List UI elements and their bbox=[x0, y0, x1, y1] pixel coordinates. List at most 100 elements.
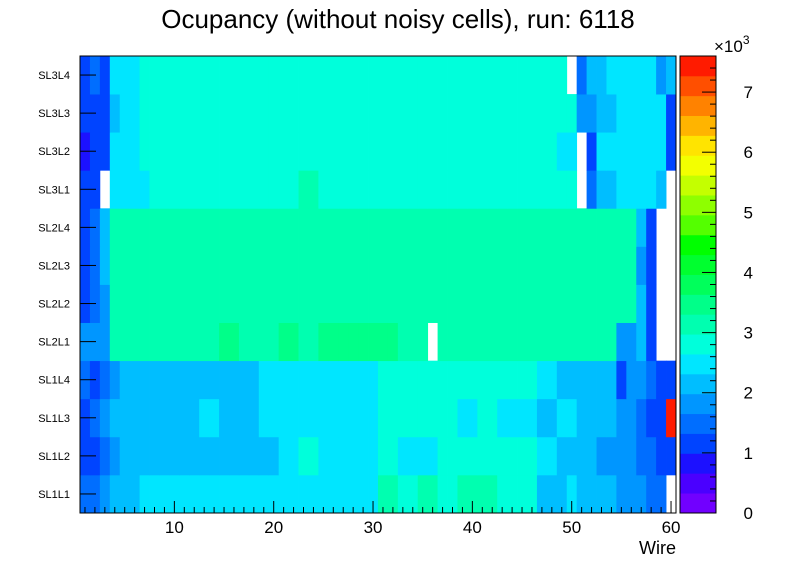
heatmap-cell bbox=[546, 246, 558, 285]
heatmap-cell bbox=[159, 246, 170, 285]
heatmap-cell bbox=[646, 94, 657, 133]
heatmap-cell bbox=[566, 322, 578, 362]
heatmap-cell bbox=[189, 398, 200, 438]
heatmap-cell bbox=[467, 56, 478, 95]
heatmap-cell bbox=[219, 132, 230, 171]
heatmap-cell bbox=[159, 322, 170, 362]
heatmap-cell bbox=[467, 94, 478, 133]
heatmap-cell bbox=[387, 56, 399, 95]
heatmap-cell bbox=[467, 284, 478, 323]
heatmap-cell bbox=[268, 246, 280, 285]
heatmap-cell bbox=[576, 246, 587, 285]
heatmap-cell bbox=[407, 208, 419, 247]
heatmap-cell bbox=[229, 360, 240, 400]
heatmap-cell bbox=[248, 170, 260, 209]
heatmap-cell bbox=[248, 208, 260, 247]
heatmap-cell bbox=[238, 474, 250, 514]
heatmap-cell bbox=[248, 284, 260, 323]
heatmap-cell bbox=[129, 436, 140, 476]
heatmap-cell bbox=[278, 170, 289, 209]
heatmap-cell bbox=[139, 94, 150, 133]
heatmap-cell bbox=[308, 436, 319, 476]
heatmap-cell bbox=[328, 436, 339, 476]
heatmap-cell bbox=[338, 208, 349, 247]
heatmap-cell bbox=[219, 360, 230, 400]
heatmap-cell bbox=[487, 208, 498, 247]
heatmap-cell bbox=[417, 170, 429, 209]
heatmap-cell bbox=[338, 360, 349, 400]
heatmap-cell bbox=[457, 360, 468, 400]
heatmap-cell bbox=[348, 398, 359, 438]
heatmap-cell bbox=[517, 436, 528, 476]
heatmap-cell bbox=[546, 170, 558, 209]
colorbar-segment bbox=[680, 195, 716, 216]
heatmap-cell bbox=[378, 360, 389, 400]
heatmap-cell bbox=[139, 284, 150, 323]
colorbar-exponent: ×103 bbox=[714, 33, 750, 56]
heatmap-cell bbox=[219, 284, 230, 323]
heatmap-cell bbox=[527, 436, 538, 476]
heatmap-cell bbox=[586, 436, 597, 476]
heatmap-cell bbox=[179, 208, 190, 247]
heatmap-cell bbox=[536, 56, 548, 95]
heatmap-cell bbox=[308, 208, 319, 247]
y-tick-label: SL3L4 bbox=[38, 70, 70, 82]
heatmap-cell bbox=[348, 94, 359, 133]
heatmap-cell bbox=[586, 94, 597, 133]
heatmap-cell bbox=[517, 56, 528, 95]
y-tick-label: SL1L3 bbox=[38, 413, 70, 425]
heatmap-cell bbox=[626, 208, 637, 247]
heatmap-cell bbox=[238, 94, 250, 133]
heatmap-cell bbox=[358, 132, 369, 171]
heatmap-cell bbox=[576, 398, 587, 438]
heatmap-cell bbox=[129, 398, 140, 438]
heatmap-cell bbox=[278, 94, 289, 133]
heatmap-cell bbox=[437, 246, 448, 285]
heatmap-cell bbox=[507, 246, 518, 285]
heatmap-cell bbox=[159, 360, 170, 400]
heatmap-cell bbox=[219, 246, 230, 285]
heatmap-cell bbox=[129, 132, 140, 171]
heatmap-cell bbox=[328, 170, 339, 209]
heatmap-cell bbox=[258, 398, 270, 438]
heatmap-cell bbox=[626, 398, 637, 438]
heatmap-cell bbox=[358, 360, 369, 400]
heatmap-cell bbox=[387, 208, 399, 247]
heatmap-cell bbox=[328, 56, 339, 95]
heatmap-cell bbox=[427, 56, 438, 95]
colorbar-tick-label: 0 bbox=[744, 504, 753, 523]
heatmap-cell bbox=[358, 322, 369, 362]
heatmap-cell bbox=[159, 56, 170, 95]
heatmap-cell bbox=[169, 436, 180, 476]
heatmap-cell bbox=[527, 132, 538, 171]
heatmap-cell bbox=[546, 56, 558, 95]
heatmap-cell bbox=[656, 474, 667, 514]
heatmap-cell bbox=[368, 474, 379, 514]
heatmap-cell bbox=[99, 474, 111, 514]
heatmap-cell bbox=[576, 474, 587, 514]
heatmap-cell bbox=[368, 322, 379, 362]
heatmap-cell bbox=[238, 398, 250, 438]
heatmap-cell bbox=[248, 398, 260, 438]
heatmap-cell bbox=[666, 94, 677, 133]
heatmap-cell bbox=[179, 284, 190, 323]
heatmap-cell bbox=[229, 436, 240, 476]
heatmap-cell bbox=[169, 208, 180, 247]
heatmap-cell bbox=[417, 132, 429, 171]
heatmap-cell bbox=[527, 284, 538, 323]
heatmap-cell bbox=[199, 94, 210, 133]
heatmap-cell bbox=[576, 360, 587, 400]
heatmap-cell bbox=[159, 398, 170, 438]
heatmap-cell bbox=[387, 94, 399, 133]
y-tick-label: SL2L2 bbox=[38, 299, 70, 311]
heatmap-cell bbox=[616, 208, 627, 247]
heatmap-cell bbox=[536, 360, 548, 400]
heatmap-cell bbox=[536, 170, 548, 209]
heatmap-cell bbox=[397, 170, 409, 209]
heatmap-cell bbox=[278, 208, 289, 247]
heatmap-cell bbox=[556, 284, 568, 323]
heatmap-cell bbox=[656, 94, 667, 133]
heatmap-cell bbox=[348, 436, 359, 476]
heatmap-cell bbox=[338, 94, 349, 133]
heatmap-cell bbox=[358, 398, 369, 438]
